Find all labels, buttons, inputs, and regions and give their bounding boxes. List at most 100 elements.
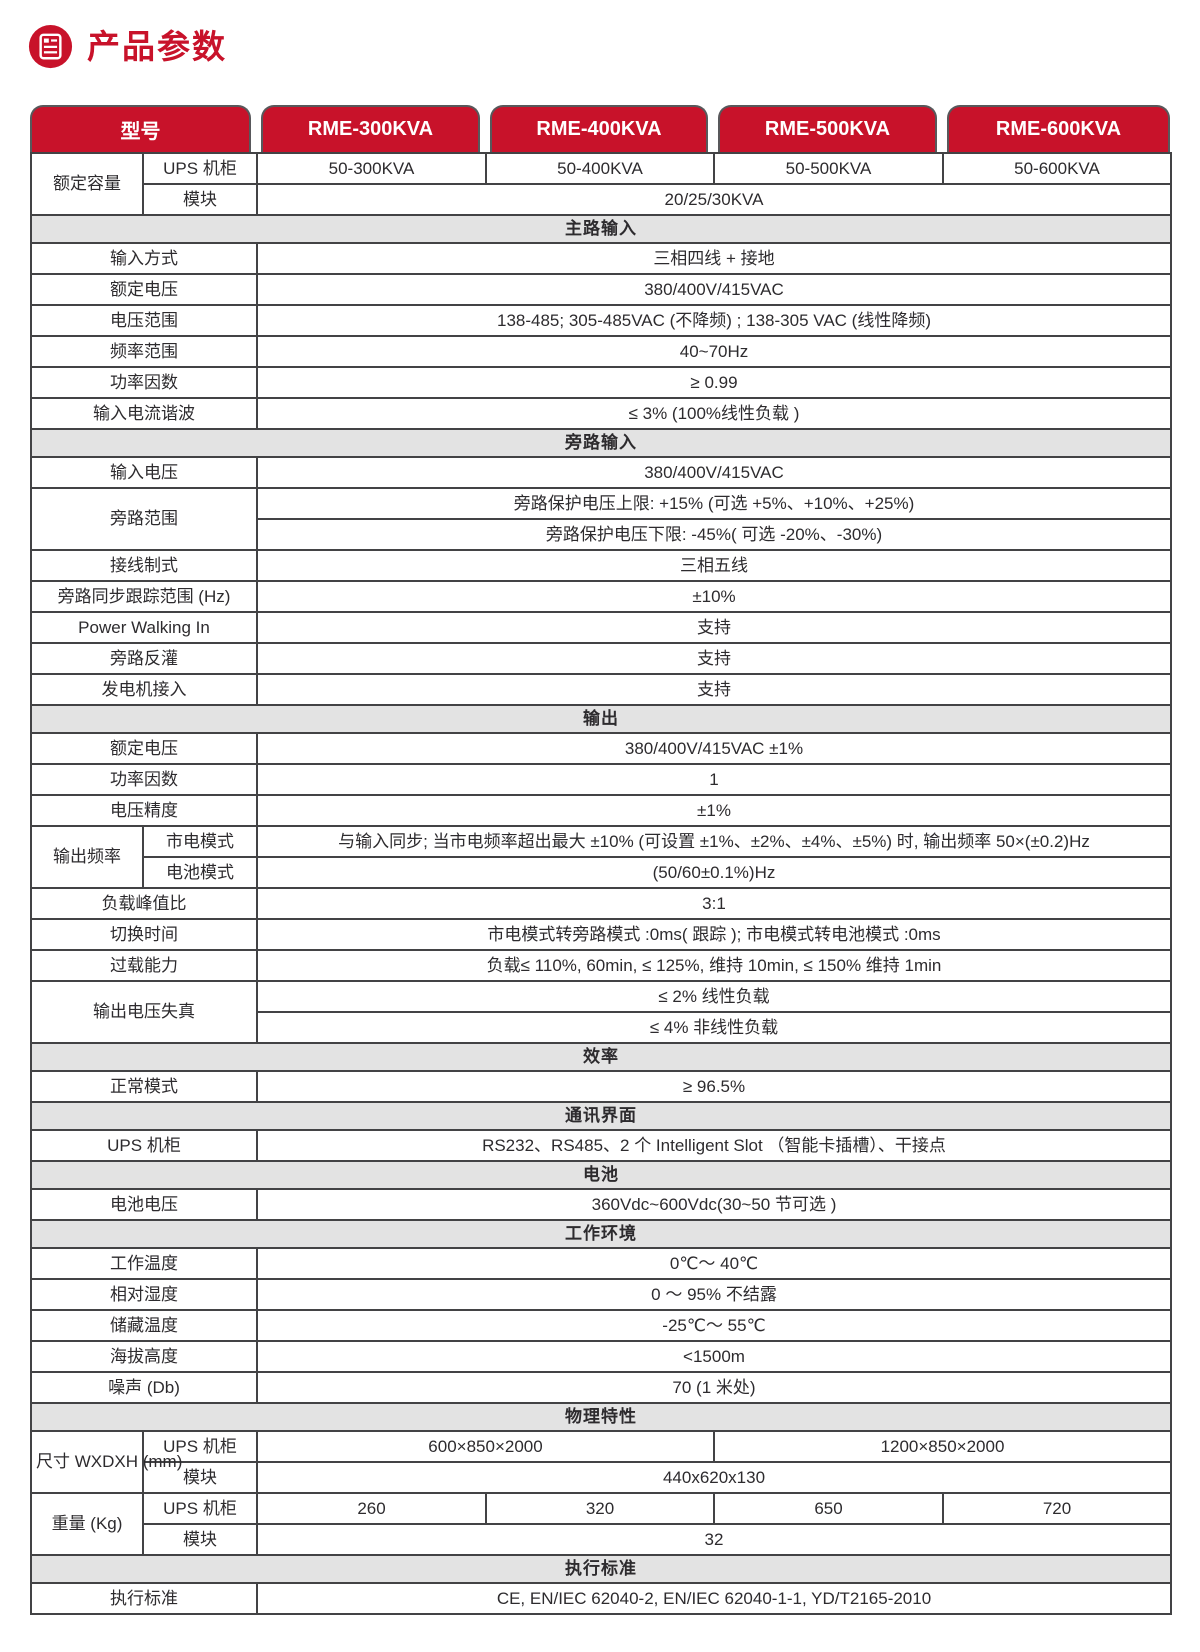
tab-slot: 型号	[30, 105, 256, 152]
tab-slot: RME-600KVA	[942, 105, 1170, 152]
spec-row: 模块 20/25/30KVA	[31, 183, 1172, 216]
spec-label: 功率因数	[30, 366, 258, 399]
spec-label: 旁路范围	[30, 487, 258, 551]
spec-value: ±1%	[256, 794, 1172, 827]
section-row: 工作环境	[30, 1219, 1172, 1249]
section-row: 通讯界面	[30, 1101, 1172, 1131]
spec-label: 输出电压失真	[30, 980, 258, 1044]
spec-value: 1	[256, 763, 1172, 796]
spec-value: ≤ 4% 非线性负载	[256, 1011, 1172, 1044]
spec-value: CE, EN/IEC 62040-2, EN/IEC 62040-1-1, YD…	[256, 1582, 1172, 1615]
section-header: 输出	[30, 704, 1172, 734]
spec-row: 额定电压 380/400V/415VAC ±1%	[30, 732, 1172, 765]
spec-row: 电压范围 138-485; 305-485VAC (不降频) ; 138-305 …	[30, 304, 1172, 337]
spec-value: 市电模式转旁路模式 :0ms( 跟踪 ); 市电模式转电池模式 :0ms	[256, 918, 1172, 951]
spec-row: 重量 (Kg) UPS 机柜 260 320 650 720	[30, 1492, 1172, 1556]
spec-value: ≥ 0.99	[256, 366, 1172, 399]
page-header: 产品参数	[0, 0, 1200, 69]
spec-value: ≤ 2% 线性负载	[256, 980, 1172, 1013]
spec-label: 额定容量	[30, 152, 144, 216]
spec-value: 50-500KVA	[713, 152, 944, 185]
spec-label: 海拔高度	[30, 1340, 258, 1373]
spec-label: 输出频率	[30, 825, 144, 889]
spec-row: 尺寸 WXDXH (mm) UPS 机柜 600×850×2000 1200×850×…	[30, 1430, 1172, 1494]
spec-row: 输出频率 市电模式 与输入同步; 当市电频率超出最大 ±10% (可设置 ±1%、±…	[30, 825, 1172, 889]
spec-value: 380/400V/415VAC	[256, 456, 1172, 489]
spec-value: 50-600KVA	[942, 152, 1172, 185]
spec-value: 138-485; 305-485VAC (不降频) ; 138-305 VAC …	[256, 304, 1172, 337]
spec-row: 过载能力 负载≤ 110%, 60min, ≤ 125%, 维持 10min, ≤…	[30, 949, 1172, 982]
spec-value: 旁路保护电压上限: +15% (可选 +5%、+10%、+25%)	[256, 487, 1172, 520]
spec-label: 旁路反灌	[30, 642, 258, 675]
section-header: 效率	[30, 1042, 1172, 1072]
spec-row: 输入电流谐波 ≤ 3% (100%线性负载 )	[30, 397, 1172, 430]
spec-value: 负载≤ 110%, 60min, ≤ 125%, 维持 10min, ≤ 150…	[256, 949, 1172, 982]
spec-value: 1200×850×2000	[713, 1430, 1172, 1463]
spec-value: 三相四线 + 接地	[256, 242, 1172, 275]
spec-value: 旁路保护电压下限: -45%( 可选 -20%、-30%)	[256, 518, 1172, 551]
spec-sublabel: UPS 机柜	[142, 152, 258, 185]
spec-label: 相对湿度	[30, 1278, 258, 1311]
spec-value: -25℃～ 55℃	[256, 1309, 1172, 1342]
spec-row: 发电机接入 支持	[30, 673, 1172, 706]
spec-value: 320	[485, 1492, 715, 1525]
spec-label: 切换时间	[30, 918, 258, 951]
spec-value: 3:1	[256, 887, 1172, 920]
spec-label: 电压精度	[30, 794, 258, 827]
spec-row: 频率范围 40~70Hz	[30, 335, 1172, 368]
spec-label: Power Walking In	[30, 611, 258, 644]
spec-label: 尺寸 WXDXH (mm)	[30, 1430, 182, 1494]
spec-row: 执行标准 CE, EN/IEC 62040-2, EN/IEC 62040-1-1…	[30, 1582, 1172, 1615]
spec-row: 旁路反灌 支持	[30, 642, 1172, 675]
spec-value: 380/400V/415VAC	[256, 273, 1172, 306]
spec-sublabel: 模块	[142, 1461, 258, 1494]
spec-table-body: 额定容量 UPS 机柜 50-300KVA 50-400KVA 50-500KVA 50-…	[30, 152, 1172, 1615]
spec-row: 切换时间 市电模式转旁路模式 :0ms( 跟踪 ); 市电模式转电池模式 :0ms	[30, 918, 1172, 951]
spec-row: 相对湿度 0 ～ 95% 不结露	[30, 1278, 1172, 1311]
spec-label: 负载峰值比	[30, 887, 258, 920]
spec-row: 功率因数 1	[30, 763, 1172, 796]
spec-row: 电池电压 360Vdc~600Vdc(30~50 节可选 )	[30, 1188, 1172, 1221]
spec-value: 0 ～ 95% 不结露	[256, 1278, 1172, 1311]
spec-value: 三相五线	[256, 549, 1172, 582]
spec-label: 发电机接入	[30, 673, 258, 706]
spec-row: Power Walking In 支持	[30, 611, 1172, 644]
spec-label: 额定电压	[30, 732, 258, 765]
section-row: 主路输入	[30, 214, 1172, 244]
spec-row: 接线制式 三相五线	[30, 549, 1172, 582]
spec-value: RS232、RS485、2 个 Intelligent Slot （智能卡插槽）…	[256, 1129, 1172, 1162]
spec-row: 模块 32	[31, 1523, 1172, 1556]
spec-sublabel: 模块	[142, 1523, 258, 1556]
spec-label: 接线制式	[30, 549, 258, 582]
spec-value: 600×850×2000	[256, 1430, 715, 1463]
spec-label: 电池电压	[30, 1188, 258, 1221]
spec-sublabel: 市电模式	[142, 825, 258, 858]
spec-label: 额定电压	[30, 273, 258, 306]
spec-row: 旁路范围 旁路保护电压上限: +15% (可选 +5%、+10%、+25%)	[30, 487, 1172, 551]
spec-value: 260	[256, 1492, 487, 1525]
spec-row: 储藏温度 -25℃～ 55℃	[30, 1309, 1172, 1342]
spec-value: 720	[942, 1492, 1172, 1525]
spec-label: 频率范围	[30, 335, 258, 368]
spec-value: 70 (1 米处)	[256, 1371, 1172, 1404]
tab-slot: RME-400KVA	[485, 105, 713, 152]
section-header: 电池	[30, 1160, 1172, 1190]
spec-label: 过载能力	[30, 949, 258, 982]
spec-label: 重量 (Kg)	[30, 1492, 144, 1556]
spec-row: 功率因数 ≥ 0.99	[30, 366, 1172, 399]
spec-row: 电池模式 (50/60±0.1%)Hz	[31, 856, 1172, 889]
model-header-tab: RME-500KVA	[718, 105, 937, 152]
spec-row: 海拔高度 <1500m	[30, 1340, 1172, 1373]
spec-label: 电压范围	[30, 304, 258, 337]
spec-row: ≤ 4% 非线性负载	[31, 1011, 1172, 1044]
section-row: 效率	[30, 1042, 1172, 1072]
spec-value: 20/25/30KVA	[256, 183, 1172, 216]
tab-slot: RME-300KVA	[256, 105, 485, 152]
spec-value: ≥ 96.5%	[256, 1070, 1172, 1103]
spec-label: 输入电压	[30, 456, 258, 489]
section-header: 物理特性	[30, 1402, 1172, 1432]
spec-label: UPS 机柜	[30, 1129, 258, 1162]
spec-label: 噪声 (Db)	[30, 1371, 258, 1404]
section-header: 主路输入	[30, 214, 1172, 244]
